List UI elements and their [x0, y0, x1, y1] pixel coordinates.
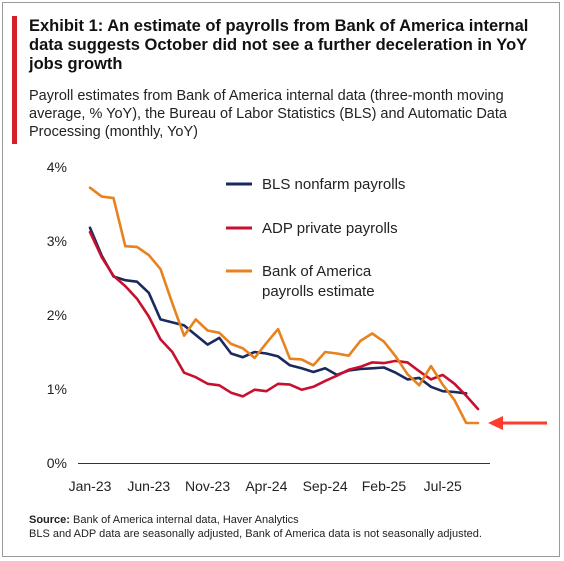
x-tick-label: Jun-23	[127, 478, 170, 494]
chart-frame	[2, 2, 560, 557]
x-tick-label: Sep-24	[303, 478, 348, 494]
series-line-3	[88, 186, 480, 425]
annotation-arrow-head	[488, 416, 503, 431]
x-tick-label: Jan-23	[69, 478, 112, 494]
chart-subtitle: Payroll estimates from Bank of America i…	[29, 88, 507, 140]
seasonal-adjustment-note: BLS and ADP data are seasonally adjusted…	[29, 528, 482, 540]
source-label: Source:	[29, 514, 70, 526]
title-accent-bar	[12, 16, 17, 144]
legend-label-1: BLS nonfarm payrolls	[262, 176, 405, 193]
series-line-2	[88, 230, 480, 411]
y-tick-label: 0%	[47, 455, 67, 471]
source-line: Source: Bank of America internal data, H…	[29, 513, 299, 527]
x-tick-label: Apr-24	[245, 478, 287, 494]
y-tick-label: 3%	[47, 233, 67, 249]
chart-title: Exhibit 1: An estimate of payrolls from …	[29, 17, 529, 73]
y-tick-label: 2%	[47, 307, 67, 323]
legend-label-3: Bank of America payrolls estimate	[262, 263, 375, 300]
source-text: Bank of America internal data, Haver Ana…	[73, 514, 299, 526]
x-tick-label: Feb-25	[362, 478, 407, 494]
series-line-1	[88, 226, 468, 395]
x-tick-label: Jul-25	[424, 478, 462, 494]
legend-label-2: ADP private payrolls	[262, 220, 398, 237]
y-tick-label: 1%	[47, 381, 67, 397]
y-tick-label: 4%	[47, 159, 67, 175]
x-tick-label: Nov-23	[185, 478, 230, 494]
